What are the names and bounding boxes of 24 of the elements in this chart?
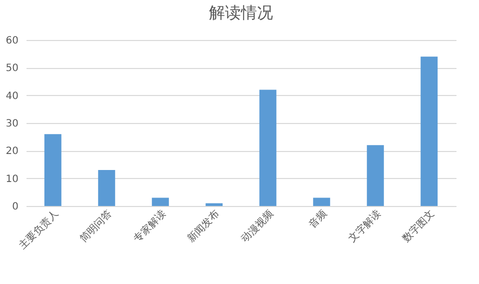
x-tick-label: 主要负责人 bbox=[16, 208, 61, 252]
chart-title: 解读情况 bbox=[209, 3, 273, 22]
y-tick-label: 60 bbox=[6, 36, 18, 46]
bar bbox=[366, 145, 384, 206]
y-tick-label: 10 bbox=[6, 174, 18, 185]
x-tick-label: 文字解读 bbox=[346, 208, 384, 245]
x-tick-label: 简明问答 bbox=[78, 208, 114, 245]
bar bbox=[420, 56, 438, 206]
bar bbox=[98, 170, 116, 206]
y-tick-label: 0 bbox=[12, 202, 18, 212]
y-tick-label: 50 bbox=[6, 63, 18, 74]
bar bbox=[206, 203, 223, 206]
x-tick-label: 数字图文 bbox=[400, 208, 437, 245]
bar bbox=[259, 90, 276, 206]
y-tick-label: 30 bbox=[6, 118, 18, 130]
y-tick-label: 20 bbox=[6, 146, 18, 158]
bar bbox=[313, 198, 330, 206]
bar bbox=[44, 134, 62, 206]
x-tick-label: 音频 bbox=[306, 208, 330, 230]
x-tick-label: 动漫视频 bbox=[238, 208, 276, 245]
y-tick-label: 40 bbox=[6, 90, 18, 102]
x-tick-label: 专家解读 bbox=[131, 208, 168, 245]
bar bbox=[152, 198, 169, 206]
x-tick-label: 新闻发布 bbox=[185, 208, 222, 245]
